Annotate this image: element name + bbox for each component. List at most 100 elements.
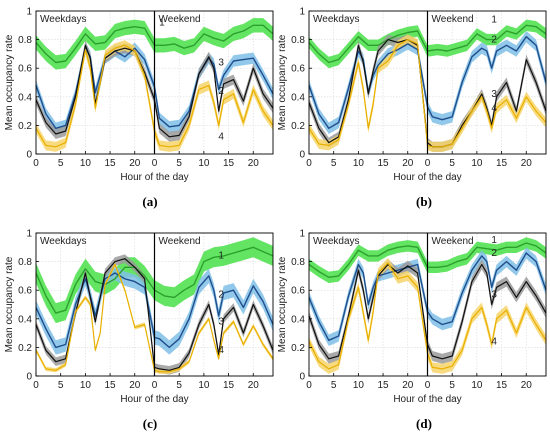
series-3-band: [36, 254, 273, 375]
x-tick-label: 10: [80, 380, 92, 391]
x-tick-label: 10: [471, 158, 483, 169]
section-label-weekend: Weekend: [432, 236, 474, 247]
y-tick-label: 0.6: [291, 286, 305, 297]
x-tick-label: 15: [105, 380, 117, 391]
y-tick-label: 0.8: [291, 257, 305, 268]
section-label-weekdays: Weekdays: [40, 236, 87, 247]
x-axis-label: Hour of the day: [120, 172, 188, 183]
y-tick-label: 1: [26, 7, 32, 18]
x-tick-label: 10: [353, 380, 365, 391]
y-tick-label: 1: [299, 7, 305, 18]
x-tick-label: 5: [58, 380, 64, 391]
section-label-weekdays: Weekdays: [40, 14, 87, 25]
series-1-label: 1: [159, 17, 165, 28]
x-tick-label: 0: [306, 380, 312, 391]
series-4-band: [309, 258, 546, 374]
series-3-label: 3: [491, 89, 497, 100]
section-label-weekend: Weekend: [159, 14, 201, 25]
x-tick-label: 5: [331, 380, 337, 391]
y-tick-label: 0.4: [291, 92, 305, 103]
series-4-label: 4: [491, 103, 497, 114]
y-tick-label: 0: [299, 372, 305, 383]
section-label-weekdays: Weekdays: [313, 236, 360, 247]
panel-label: (b): [416, 194, 432, 209]
y-tick-label: 0.2: [291, 343, 305, 354]
y-tick-label: 0.2: [291, 121, 305, 132]
series-3-label: 3: [491, 289, 497, 300]
x-tick-label: 20: [248, 158, 260, 169]
section-label-weekdays: Weekdays: [313, 14, 360, 25]
x-tick-label: 0: [152, 380, 158, 391]
y-tick-label: 0.8: [18, 257, 32, 268]
y-tick-label: 0.8: [18, 35, 32, 46]
y-tick-label: 0: [26, 150, 32, 161]
x-tick-label: 5: [449, 380, 455, 391]
panel-label: (c): [143, 416, 157, 431]
y-tick-label: 0.6: [291, 64, 305, 75]
y-axis-label: Mean occupancy rate: [4, 34, 15, 130]
x-tick-label: 20: [129, 158, 141, 169]
panel-label: (a): [142, 194, 157, 209]
x-tick-label: 20: [129, 380, 141, 391]
x-tick-label: 5: [331, 158, 337, 169]
x-tick-label: 20: [248, 380, 260, 391]
y-tick-label: 0: [299, 150, 305, 161]
x-tick-label: 15: [496, 380, 508, 391]
x-tick-label: 10: [198, 380, 210, 391]
series-2-label: 2: [218, 86, 224, 97]
y-tick-label: 0.2: [18, 343, 32, 354]
y-tick-label: 0.4: [18, 314, 32, 325]
y-axis-label: Mean occupancy rate: [277, 256, 288, 352]
series-4-label: 4: [218, 345, 224, 356]
x-tick-label: 5: [176, 380, 182, 391]
x-tick-label: 20: [521, 380, 533, 391]
x-tick-label: 10: [198, 158, 210, 169]
x-tick-label: 15: [496, 158, 508, 169]
panel-label: (d): [416, 416, 432, 431]
series-4-label: 4: [491, 337, 497, 348]
y-tick-label: 0.6: [18, 64, 32, 75]
series-2-band: [309, 247, 546, 346]
x-axis-label: Hour of the day: [393, 394, 461, 405]
x-tick-label: 20: [521, 158, 533, 169]
y-tick-label: 0.6: [18, 286, 32, 297]
series-3-label: 3: [218, 317, 224, 328]
series-2-label: 2: [491, 248, 497, 259]
x-tick-label: 0: [425, 158, 431, 169]
x-tick-label: 10: [80, 158, 92, 169]
x-tick-label: 0: [33, 380, 39, 391]
series-4-label: 4: [218, 132, 224, 143]
section-label-weekend: Weekend: [432, 14, 474, 25]
section-label-weekend: Weekend: [159, 236, 201, 247]
x-tick-label: 15: [223, 158, 235, 169]
x-tick-label: 15: [223, 380, 235, 391]
x-tick-label: 10: [353, 158, 365, 169]
x-tick-label: 0: [425, 380, 431, 391]
series-1-label: 1: [491, 14, 497, 25]
x-tick-label: 15: [378, 158, 390, 169]
series-2-label: 2: [491, 34, 497, 45]
series-3-label: 3: [218, 57, 224, 68]
y-tick-label: 1: [26, 229, 32, 240]
series-1-label: 1: [491, 235, 497, 246]
y-axis-label: Mean occupancy rate: [4, 256, 15, 352]
series-1-band: [309, 19, 546, 69]
x-axis-label: Hour of the day: [120, 394, 188, 405]
x-tick-label: 15: [378, 380, 390, 391]
x-tick-label: 20: [402, 158, 414, 169]
y-tick-label: 0: [26, 372, 32, 383]
x-tick-label: 0: [33, 158, 39, 169]
x-tick-label: 5: [176, 158, 182, 169]
series-1-label: 1: [218, 251, 224, 262]
y-tick-label: 0.8: [291, 35, 305, 46]
x-tick-label: 0: [152, 158, 158, 169]
x-axis-label: Hour of the day: [393, 172, 461, 183]
x-tick-label: 0: [306, 158, 312, 169]
x-tick-label: 15: [105, 158, 117, 169]
y-tick-label: 0.4: [18, 92, 32, 103]
